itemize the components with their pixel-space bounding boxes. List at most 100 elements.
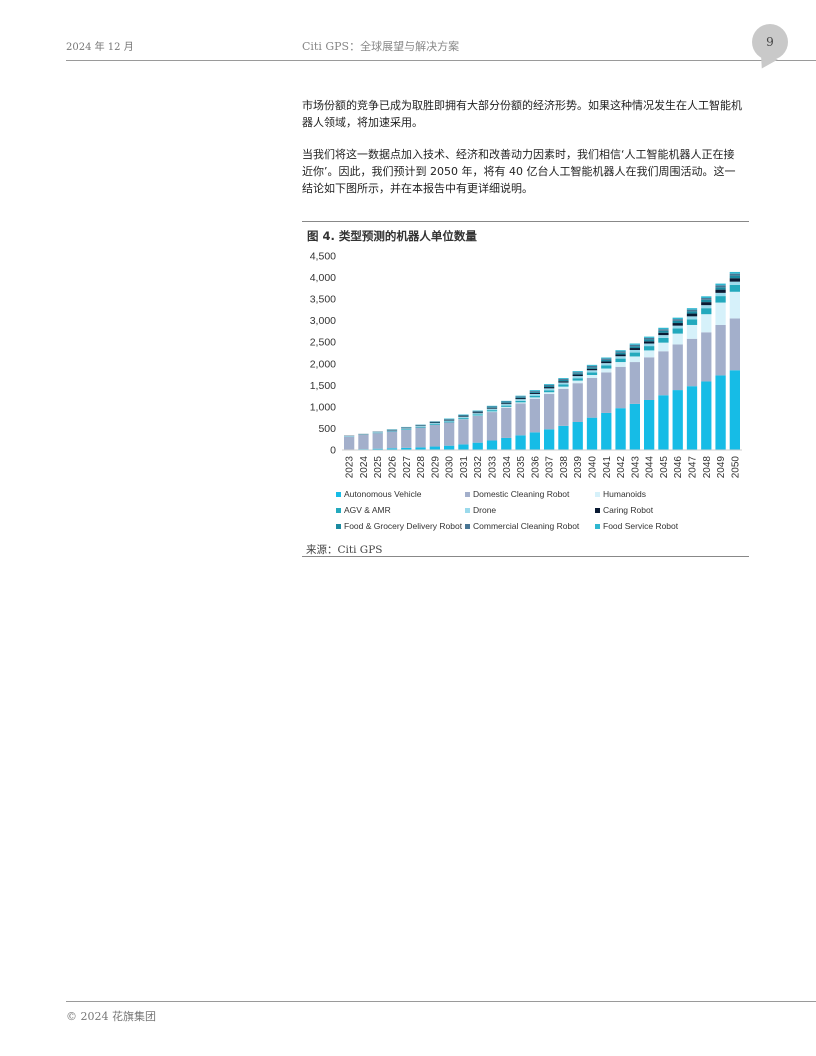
bar-segment bbox=[501, 403, 512, 405]
header-title: Citi GPS：全球展望与解决方案 bbox=[302, 40, 460, 53]
bar-segment bbox=[444, 419, 455, 421]
page-number-badge: 9 bbox=[752, 24, 788, 60]
bar-segment bbox=[572, 378, 583, 381]
bar-segment bbox=[458, 416, 469, 419]
bar-segment bbox=[486, 412, 498, 441]
x-tick-label: 2026 bbox=[388, 456, 399, 479]
bar-segment bbox=[601, 358, 612, 360]
legend-item: AGV & AMR bbox=[336, 505, 391, 515]
legend-swatch bbox=[336, 524, 341, 530]
bar-segment bbox=[672, 323, 683, 326]
bar-segment bbox=[572, 376, 583, 379]
bar-segment bbox=[386, 430, 398, 432]
bar-segment bbox=[601, 359, 612, 362]
bar-segment bbox=[429, 422, 440, 424]
legend-label: Commercial Cleaning Robot bbox=[473, 521, 580, 531]
x-tick-label: 2024 bbox=[359, 456, 370, 479]
header-rule bbox=[66, 60, 816, 61]
bar-segment bbox=[529, 391, 540, 393]
x-tick-label: 2037 bbox=[545, 456, 556, 479]
bar-segment bbox=[729, 273, 740, 276]
bar-segment bbox=[701, 305, 712, 309]
bar-segment bbox=[558, 388, 569, 426]
bar-segment bbox=[572, 371, 583, 373]
legend-item: Humanoids bbox=[595, 489, 646, 499]
bar-segment bbox=[358, 434, 369, 450]
bar-segment bbox=[701, 381, 712, 450]
bar-segment bbox=[572, 373, 583, 375]
bar-segment bbox=[615, 356, 626, 359]
bar-segment bbox=[629, 343, 640, 345]
bar-segment bbox=[629, 403, 640, 450]
bar-segment bbox=[729, 284, 740, 292]
footer-rule bbox=[66, 1001, 816, 1002]
bar-segment bbox=[629, 346, 640, 349]
bar-segment bbox=[472, 414, 483, 416]
bar-segment bbox=[486, 440, 498, 450]
bar-segment bbox=[558, 379, 569, 382]
bar-segment bbox=[586, 378, 598, 418]
bar-segment bbox=[472, 410, 483, 412]
bar-segment bbox=[715, 285, 726, 288]
legend-swatch bbox=[595, 508, 600, 514]
bar-segment bbox=[658, 332, 669, 336]
x-tick-label: 2039 bbox=[573, 456, 584, 479]
bar-segment bbox=[501, 407, 512, 438]
bar-segment bbox=[729, 291, 740, 319]
bar-segment bbox=[472, 412, 483, 414]
bar-segment bbox=[401, 447, 412, 450]
bar-segment bbox=[415, 447, 426, 450]
y-tick-label: 4,000 bbox=[310, 272, 336, 284]
y-tick-label: 0 bbox=[330, 445, 336, 457]
bar-segment bbox=[701, 314, 712, 333]
bar-segment bbox=[658, 327, 669, 330]
bar-segment bbox=[515, 403, 526, 436]
bar-segment bbox=[701, 302, 712, 306]
bar-segment bbox=[672, 328, 683, 334]
y-tick-label: 4,500 bbox=[310, 251, 336, 263]
legend-swatch bbox=[336, 492, 341, 498]
bar-segment bbox=[586, 417, 598, 450]
bar-segment bbox=[544, 385, 555, 388]
x-tick-label: 2028 bbox=[416, 456, 427, 479]
legend-item: Commercial Cleaning Robot bbox=[465, 521, 579, 531]
x-tick-label: 2030 bbox=[445, 456, 456, 479]
bar-segment bbox=[558, 378, 569, 379]
x-tick-label: 2046 bbox=[673, 456, 684, 479]
bar-segment bbox=[372, 432, 383, 433]
bar-segment bbox=[529, 432, 540, 450]
bar-segment bbox=[644, 339, 655, 342]
bar-segment bbox=[715, 283, 726, 286]
legend-swatch bbox=[465, 524, 470, 530]
legend-swatch bbox=[336, 508, 341, 514]
legend-swatch bbox=[595, 492, 600, 498]
bar-segment bbox=[486, 407, 498, 408]
bar-segment bbox=[515, 398, 526, 400]
bar-segment bbox=[501, 400, 512, 402]
bar-segment bbox=[458, 416, 469, 417]
bar-segment bbox=[529, 398, 540, 433]
bar-segment bbox=[644, 350, 655, 358]
bar-segment bbox=[615, 352, 626, 355]
legend-label: Caring Robot bbox=[603, 505, 654, 515]
bar-segment bbox=[529, 390, 540, 391]
y-tick-label: 1,500 bbox=[310, 380, 336, 392]
bar-segment bbox=[458, 414, 469, 416]
y-tick-label: 2,000 bbox=[310, 358, 336, 370]
bar-segment bbox=[386, 431, 398, 449]
bar-segment bbox=[444, 420, 455, 422]
bar-segment bbox=[686, 313, 698, 317]
bar-segment bbox=[429, 425, 440, 447]
bar-segment bbox=[572, 374, 583, 377]
figure-title: 图 4. 类型预测的机器人单位数量 bbox=[307, 229, 477, 243]
x-tick-label: 2032 bbox=[473, 456, 484, 479]
bar-segment bbox=[515, 399, 526, 401]
paragraph-1: 市场份额的竞争已成为取胜即拥有大部分份额的经济形势。如果这种情况发生在人工智能机… bbox=[302, 99, 742, 129]
bar-segment bbox=[715, 287, 726, 290]
bar-segment bbox=[672, 319, 683, 321]
x-tick-label: 2049 bbox=[716, 456, 727, 479]
bar-segment bbox=[558, 425, 569, 450]
bar-segment bbox=[515, 395, 526, 397]
bar-segment bbox=[458, 419, 469, 445]
bar-segment bbox=[729, 370, 740, 450]
